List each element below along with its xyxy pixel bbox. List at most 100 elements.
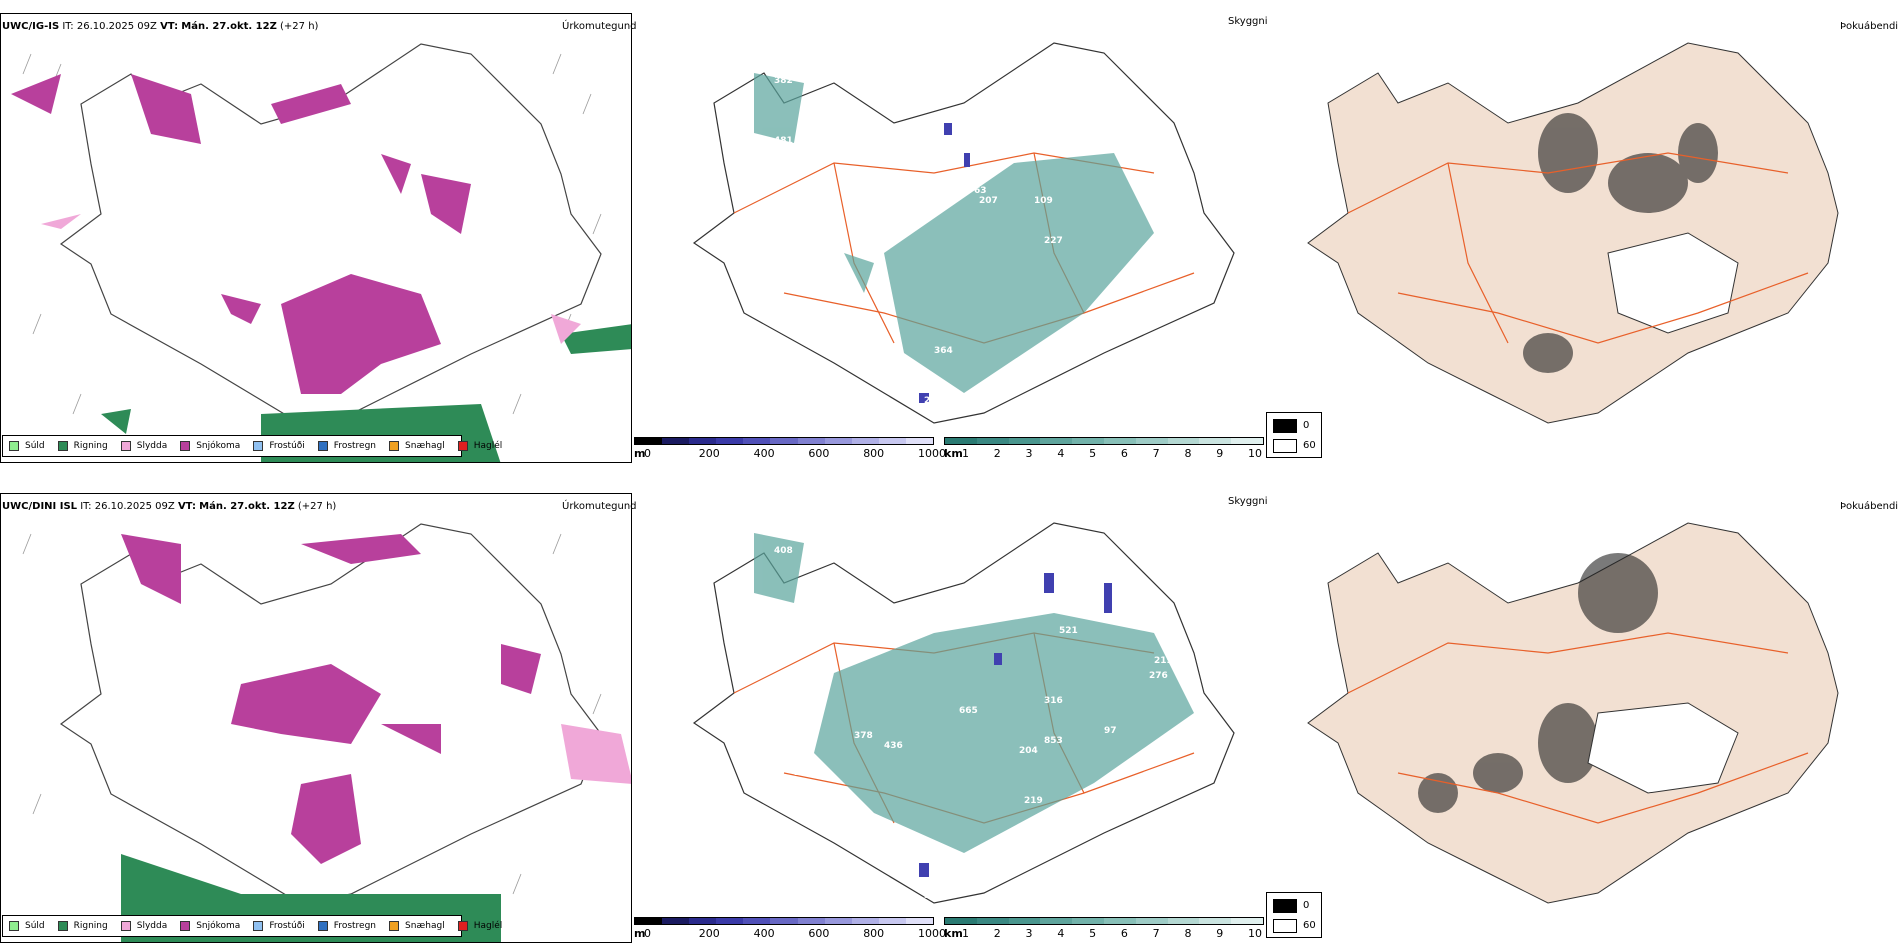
visibility-colorbar-top: km 1 2 3 4 5 6 7 8 9 10 (944, 437, 1264, 463)
colorbar-unit: m (634, 447, 646, 460)
map-value-label: 276 (1149, 671, 1168, 681)
legend-swatch (317, 921, 328, 931)
colorbar-swatch (1231, 438, 1263, 444)
colorbar-swatch (878, 438, 906, 444)
legend-label: Snæhagl (405, 441, 445, 451)
map-value-label: 361 (789, 751, 808, 761)
map-value-label: 219 (1024, 796, 1043, 806)
map-value-label: 281 (1154, 626, 1173, 636)
colorbar-tick-label: 200 (698, 927, 720, 940)
visibility-map-bottom: 408 265 378 436 665 204 853 219 115 521 276 316 97 28… (634, 493, 1264, 943)
colorbar-unit: km (944, 927, 963, 940)
fog-map-top (1268, 13, 1900, 463)
ceiling-colorbar-top: m 0 200 400 600 800 1000 (634, 437, 946, 463)
fog-swatch-60 (1273, 919, 1297, 933)
legend-swatch (457, 441, 468, 451)
fog-swatch-0 (1273, 419, 1297, 433)
map-value-label: 382 (774, 76, 793, 86)
legend-label: Slydda (136, 441, 168, 451)
colorbar-tick-label: 600 (808, 447, 830, 460)
fog-label-0: 0 (1303, 420, 1310, 431)
iceland-outline (692, 522, 1235, 904)
colorbar-swatch (635, 438, 663, 444)
visibility-map-top: 382 481 22 84 25 63 207 109 227 364 249 (634, 13, 1264, 463)
sleet-areas (41, 214, 581, 344)
colorbar-swatch (1167, 438, 1200, 444)
legend-item: Haglél (457, 441, 502, 451)
sleet-areas (561, 724, 631, 784)
header-top: UWC/IG-IS IT: 26.10.2025 09Z VT: Mán. 27… (2, 21, 318, 33)
legend-swatch (389, 441, 400, 451)
colorbar-swatch (1008, 438, 1041, 444)
fog-legend-bottom: 0 60 (1266, 892, 1322, 938)
it-label: IT: (62, 21, 74, 32)
colorbar-swatch (905, 438, 934, 444)
legend-item: Slydda (120, 441, 168, 451)
map-value-label: 481 (774, 136, 793, 146)
iceland-outline (59, 43, 602, 425)
map-value-label: 436 (884, 741, 903, 751)
legend-item: Rigning (57, 441, 108, 451)
colorbar-tick-label: 400 (753, 447, 775, 460)
visibility-colorbar-swatches (944, 917, 1264, 925)
lead-time: (+27 h) (280, 21, 319, 32)
colorbar-tick-label: 5 (1089, 927, 1097, 940)
map-value-label: 276 (989, 871, 1008, 881)
precip-panel-title: Úrkomutegund (562, 21, 637, 32)
fog-indicator (1523, 113, 1718, 373)
colorbar-swatch (976, 438, 1009, 444)
precip-panel-title: Úrkomutegund (562, 501, 637, 512)
colorbar-tick-label: 1000 (918, 447, 946, 460)
map-value-label: 115 (1064, 581, 1083, 591)
legend-swatch (317, 441, 328, 451)
map-value-label: 109 (1034, 196, 1053, 206)
vt-label: VT: (177, 501, 196, 512)
legend-swatch (457, 921, 468, 931)
legend-label: Snjókoma (196, 921, 241, 931)
legend-label: Frostúði (269, 921, 305, 931)
colorbar-swatch (878, 918, 906, 924)
colorbar-tick-label: 0 (644, 447, 651, 460)
colorbar-tick-label: 1000 (918, 927, 946, 940)
legend-label: Slydda (136, 921, 168, 931)
colorbar-swatch (770, 438, 798, 444)
visibility-colorbar-swatches (944, 437, 1264, 445)
ceiling-colorbar-swatches (634, 437, 934, 445)
colorbar-tick-label: 9 (1216, 927, 1224, 940)
iceland-outline (59, 523, 602, 905)
map-value-label: 378 (854, 731, 873, 741)
ceiling-areas (919, 123, 970, 403)
legend-item: Súld (9, 921, 45, 931)
colorbar-swatch (797, 918, 825, 924)
fog-map-graphic (1307, 522, 1839, 904)
colorbar-swatch (1231, 918, 1263, 924)
colorbar-tick-label: 4 (1057, 927, 1065, 940)
colorbar-swatch (851, 438, 879, 444)
colorbar-tick-label: 800 (863, 927, 885, 940)
colorbar-swatch (689, 438, 717, 444)
fog-indicator (1418, 553, 1658, 813)
roads (1347, 632, 1809, 824)
visibility-panel-title: Skyggni (1228, 496, 1268, 507)
colorbar-swatch (770, 918, 798, 924)
it-value: 26.10.2025 09Z (76, 21, 157, 32)
precip-map-graphic (22, 523, 631, 942)
colorbar-swatch (1072, 918, 1104, 924)
colorbar-swatch (851, 918, 879, 924)
colorbar-tick-label: 6 (1120, 447, 1128, 460)
visibility-colorbar-bottom: km 1 2 3 4 5 6 7 8 9 10 (944, 917, 1264, 943)
precip-type-map-top (0, 13, 632, 463)
legend-item: Haglél (457, 921, 502, 931)
glacier-white (1587, 702, 1739, 794)
colorbar-tick-label: 8 (1184, 927, 1192, 940)
legend-item: Slydda (120, 921, 168, 931)
colorbar-swatch (1135, 438, 1168, 444)
map-value-label: 84 (944, 111, 957, 121)
legend-label: Rigning (73, 921, 108, 931)
colorbar-tick-label: 9 (1216, 447, 1224, 460)
colorbar-tick-label: 0 (644, 927, 651, 940)
lead-time: (+27 h) (297, 501, 337, 512)
model-name: UWC/IG-IS (2, 21, 60, 32)
legend-label: Rigning (73, 441, 108, 451)
